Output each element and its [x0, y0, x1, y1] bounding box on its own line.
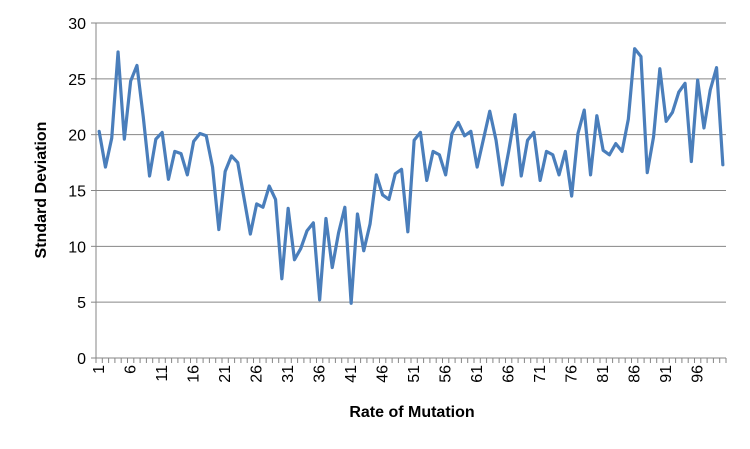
y-tick-label: 15: [68, 184, 86, 201]
y-tick-label: 5: [77, 295, 86, 312]
y-tick-label: 30: [68, 16, 86, 33]
y-tick-label: 25: [68, 72, 86, 89]
x-tick-label: 91: [658, 365, 675, 383]
x-tick-label: 1: [91, 365, 108, 374]
x-tick-label: 21: [217, 365, 234, 383]
x-tick-label: 31: [280, 365, 297, 383]
x-tick-label: 6: [123, 365, 140, 374]
x-tick-label: 76: [564, 365, 581, 383]
y-tick-label: 0: [77, 351, 86, 368]
x-tick-label: 46: [375, 365, 392, 383]
x-tick-label: 56: [438, 365, 455, 383]
x-tick-label: 61: [469, 365, 486, 383]
x-tick-label: 71: [532, 365, 549, 383]
series-layer: [97, 47, 725, 305]
y-axis-title: Stndard Deviation: [33, 122, 50, 259]
x-tick-label: 81: [595, 365, 612, 383]
x-tick-label: 11: [154, 365, 171, 382]
x-tick-label: 86: [627, 365, 644, 383]
y-tick-label: 20: [68, 128, 86, 145]
x-axis-title: Rate of Mutation: [349, 404, 474, 421]
y-tick-labels: 0 5 10 15 20 25 30: [68, 16, 86, 368]
x-tick-label: 26: [249, 365, 266, 383]
x-tick-label: 96: [690, 365, 707, 383]
x-tick-label: 66: [501, 365, 518, 383]
axes: [91, 22, 727, 363]
x-tick-label: 16: [186, 365, 203, 383]
y-tick-label: 10: [68, 239, 86, 256]
x-tick-labels: 1 6 11 16 21 26 31 36 41 46 51 56 61 66 71 76 81 86 91 96: [91, 365, 707, 383]
series-line: [97, 47, 725, 305]
x-tick-label: 36: [312, 365, 329, 383]
x-tick-label: 41: [343, 365, 360, 383]
x-tick-label: 51: [406, 365, 423, 383]
